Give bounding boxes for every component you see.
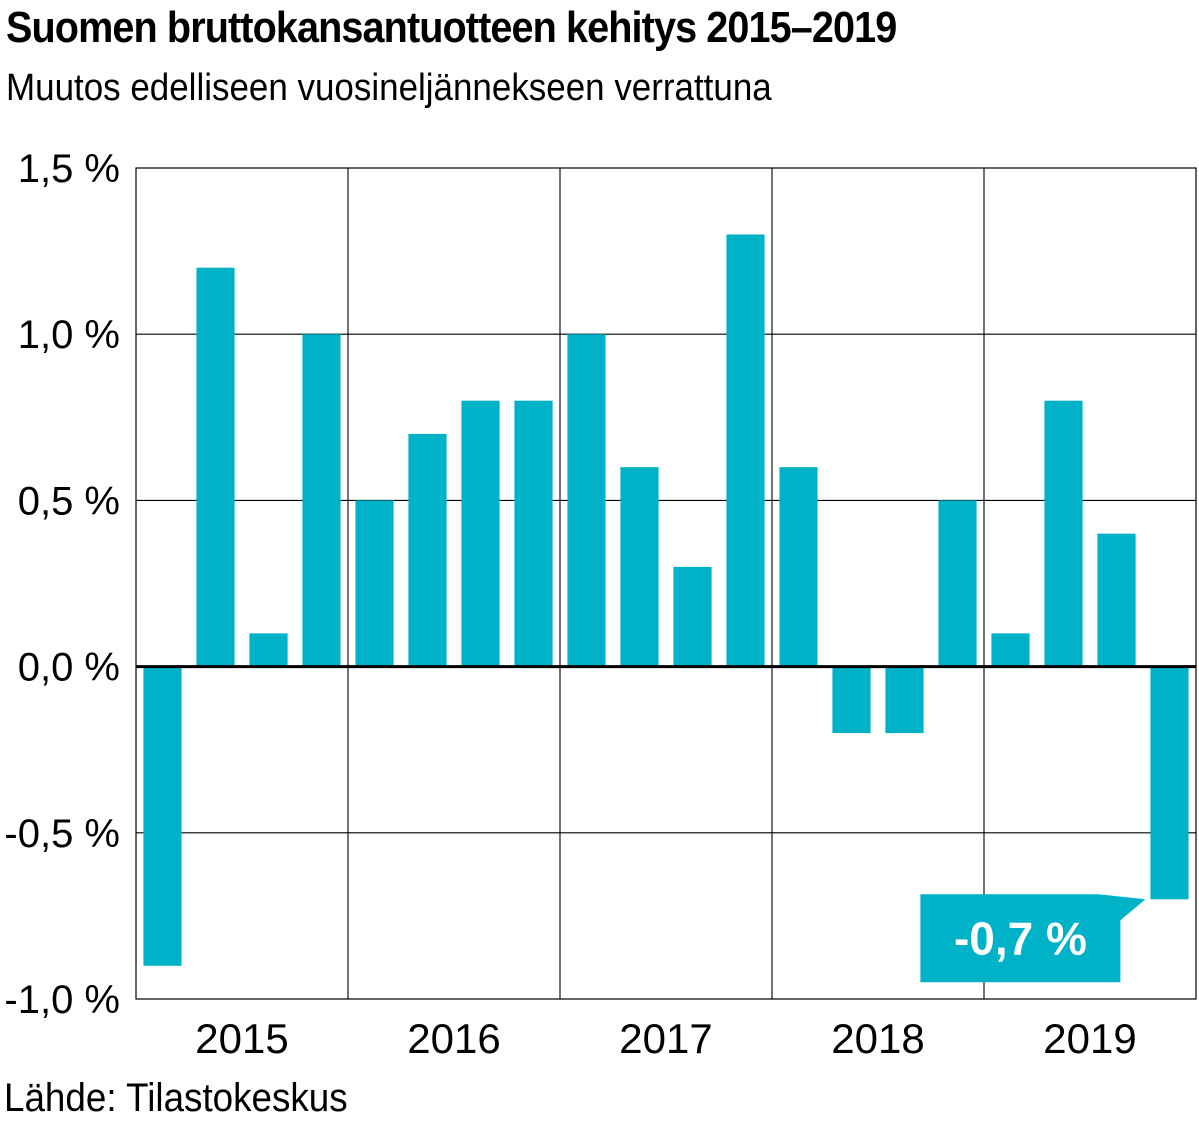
y-tick-label: 0,5 % xyxy=(18,479,120,523)
year-label: 2019 xyxy=(1043,1015,1136,1062)
bar-2015-q2 xyxy=(196,268,234,667)
bar-2017-q2 xyxy=(620,467,658,666)
callout-label: -0,7 % xyxy=(954,912,1087,964)
bars xyxy=(143,234,1188,965)
y-tick-label: 1,5 % xyxy=(18,147,120,191)
bar-2016-q4 xyxy=(514,401,552,667)
bar-2017-q3 xyxy=(673,567,711,667)
callout: -0,7 % xyxy=(920,894,1145,982)
bar-2018-q2 xyxy=(832,667,870,733)
y-tick-label: 1,0 % xyxy=(18,313,120,357)
bar-2019-q1 xyxy=(991,633,1029,666)
bar-2016-q1 xyxy=(355,500,393,666)
bar-2018-q1 xyxy=(779,467,817,666)
y-tick-label: 0,0 % xyxy=(18,646,120,690)
bar-2019-q2 xyxy=(1044,401,1082,667)
bar-2017-q1 xyxy=(567,334,605,666)
bar-2016-q2 xyxy=(408,434,446,667)
bar-2016-q3 xyxy=(461,401,499,667)
year-label: 2015 xyxy=(195,1015,288,1062)
year-label: 2017 xyxy=(619,1015,712,1062)
bar-2017-q4 xyxy=(726,234,764,666)
y-tick-label: -0,5 % xyxy=(4,812,120,856)
grid xyxy=(136,168,1196,999)
source-note: Lähde: Tilastokeskus xyxy=(4,1072,348,1124)
bar-2015-q4 xyxy=(302,334,340,666)
bar-2018-q4 xyxy=(938,500,976,666)
bar-2019-q4 xyxy=(1150,667,1188,900)
plot-frame xyxy=(136,168,1196,999)
y-tick-label: -1,0 % xyxy=(4,978,120,1022)
bar-2019-q3 xyxy=(1097,534,1135,667)
year-label: 2018 xyxy=(831,1015,924,1062)
bar-2018-q3 xyxy=(885,667,923,733)
year-label: 2016 xyxy=(407,1015,500,1062)
bar-2015-q1 xyxy=(143,667,181,966)
bar-2015-q3 xyxy=(249,633,287,666)
